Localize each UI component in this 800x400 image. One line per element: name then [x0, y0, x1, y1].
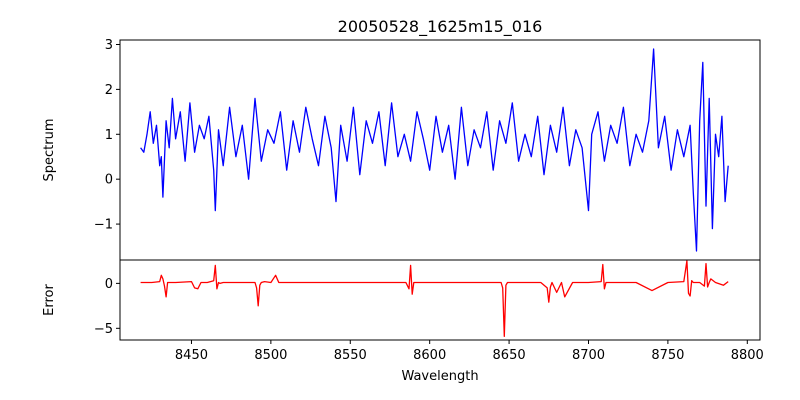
x-tick-label: 8500 [254, 348, 287, 363]
spectrum-series [140, 48, 729, 252]
y-tick-label: −1 [94, 218, 113, 233]
error-plot-frame [119, 259, 761, 341]
y-tick-label: 2 [105, 83, 113, 98]
spectrum-panel: −1 0 1 2 3 Spectrum [42, 38, 761, 261]
error-panel: −5 0 8450 8500 8550 8600 8650 8700 8750 8800 Err… [42, 259, 764, 384]
y-tick-label: 0 [105, 173, 113, 188]
x-tick-label: 8450 [175, 348, 208, 363]
x-tick-label: 8550 [334, 348, 367, 363]
x-tick-label: 8750 [651, 348, 684, 363]
spectrum-plot-frame [119, 39, 761, 261]
x-axis-label: Wavelength [401, 369, 478, 384]
error-line [140, 260, 729, 338]
y-tick-label: 3 [105, 38, 113, 53]
error-series [140, 260, 729, 338]
x-tick-label: 8600 [413, 348, 446, 363]
error-y-label: Error [42, 284, 57, 316]
spectrum-y-label: Spectrum [42, 119, 57, 182]
x-tick-label: 8700 [572, 348, 605, 363]
spectrum-line [140, 48, 729, 252]
chart-title: 20050528_1625m15_016 [338, 17, 543, 37]
wavelength-x-axis: 8450 8500 8550 8600 8650 8700 8750 8800 [175, 340, 764, 363]
y-tick-label: 1 [105, 128, 113, 143]
y-tick-label: −5 [94, 322, 113, 337]
x-tick-label: 8650 [493, 348, 526, 363]
y-tick-label: 0 [105, 277, 113, 292]
spectrum-y-axis: −1 0 1 2 3 [94, 38, 120, 233]
x-tick-label: 8800 [731, 348, 764, 363]
error-y-axis: −5 0 [94, 277, 120, 337]
